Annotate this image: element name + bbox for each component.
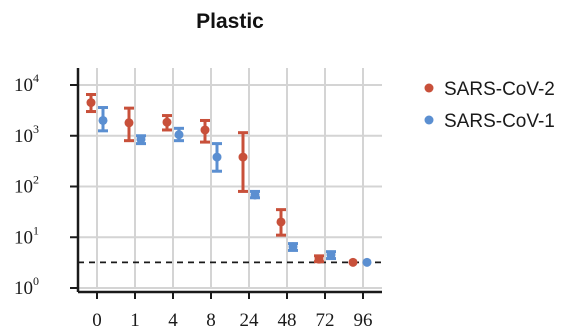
y-tick-label: 100 xyxy=(14,274,39,299)
data-point xyxy=(326,250,336,260)
data-point xyxy=(348,257,358,267)
series-SARS-CoV-2 xyxy=(86,92,358,267)
legend-marker xyxy=(424,83,434,93)
data-point xyxy=(162,117,172,127)
x-tick-label: 1 xyxy=(130,310,140,331)
series-SARS-CoV-1 xyxy=(98,106,372,267)
data-point xyxy=(212,152,222,162)
chart-title: Plastic xyxy=(196,10,264,33)
x-tick-label: 0 xyxy=(92,310,102,331)
x-tick-label: 24 xyxy=(240,310,260,331)
data-point xyxy=(136,134,146,144)
legend-marker xyxy=(424,115,434,125)
y-tick-label: 101 xyxy=(14,223,39,248)
data-point xyxy=(314,254,324,264)
data-point xyxy=(276,217,286,227)
data-point xyxy=(98,115,108,125)
data-point xyxy=(362,257,372,267)
data-point xyxy=(124,118,134,128)
data-point xyxy=(86,98,96,108)
y-tick-label: 103 xyxy=(14,122,39,147)
data-series xyxy=(86,92,372,267)
data-point xyxy=(250,190,260,200)
legend-label: SARS-CoV-2 xyxy=(444,79,555,100)
grid xyxy=(78,68,382,289)
legend-label: SARS-CoV-1 xyxy=(444,111,555,132)
data-point xyxy=(174,130,184,140)
x-tick-label: 48 xyxy=(278,310,297,331)
data-point xyxy=(288,242,298,252)
x-tick-label: 72 xyxy=(316,310,335,331)
data-point xyxy=(200,125,210,135)
x-tick-label: 8 xyxy=(206,310,216,331)
y-tick-label: 104 xyxy=(14,71,39,96)
legend: SARS-CoV-2 SARS-CoV-1 xyxy=(424,79,555,132)
x-tick-label: 96 xyxy=(354,310,373,331)
data-point xyxy=(238,152,248,162)
y-tick-label: 102 xyxy=(14,173,39,198)
x-tick-label: 4 xyxy=(168,310,178,331)
